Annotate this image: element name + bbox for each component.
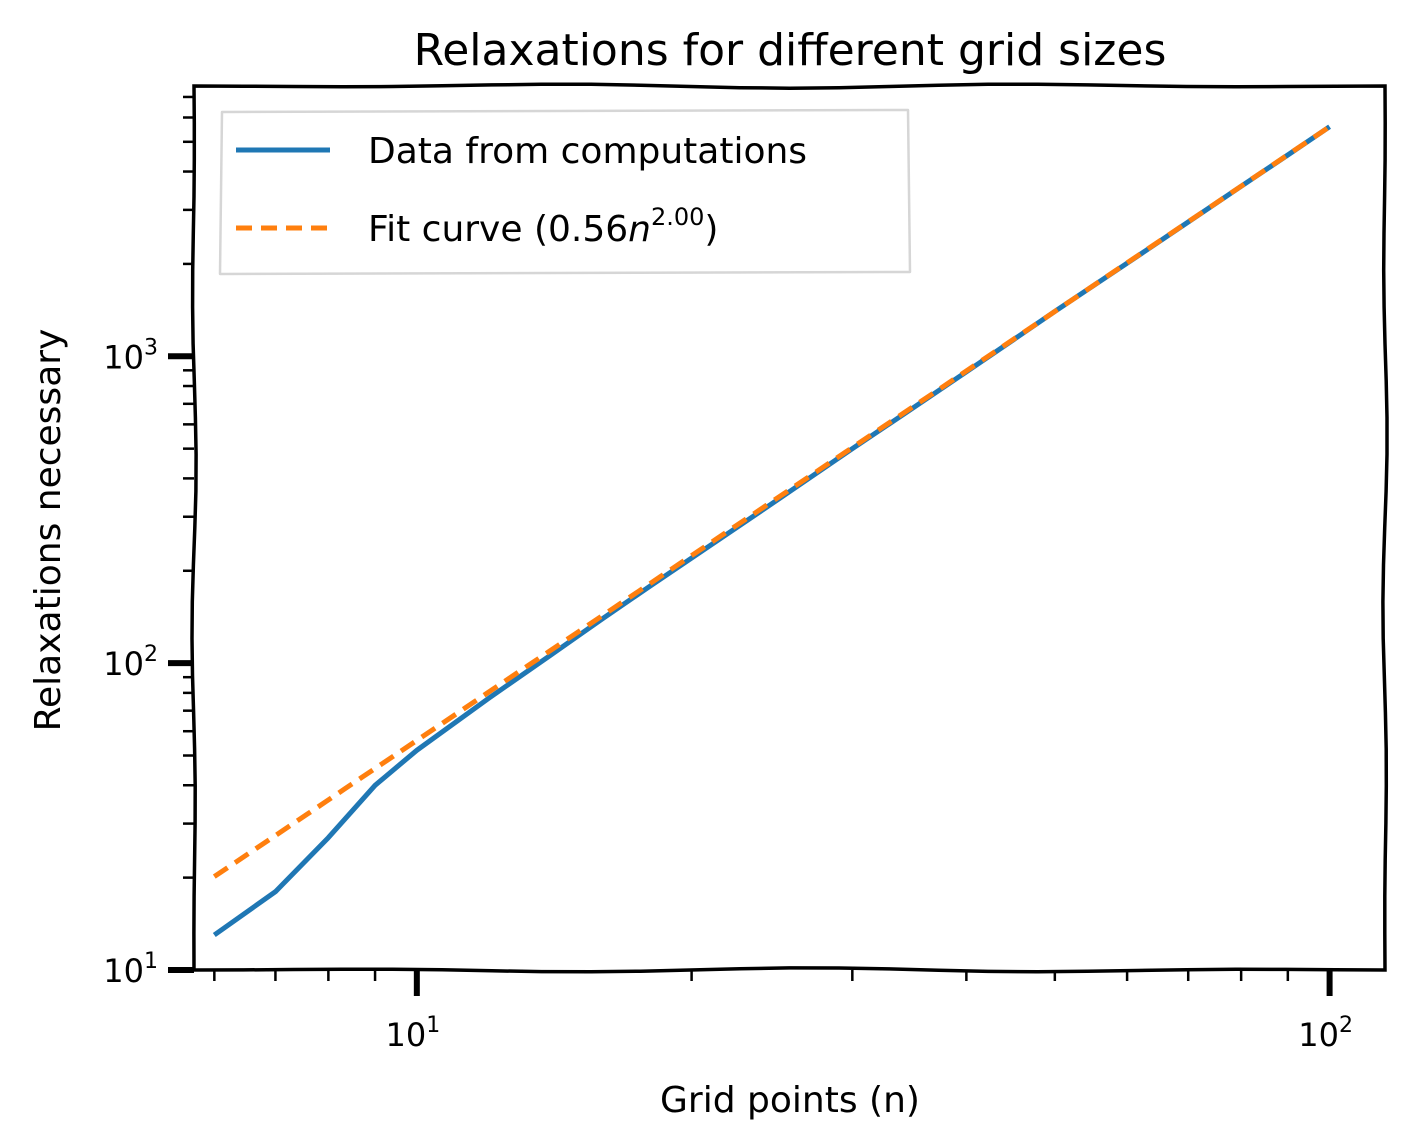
legend: Data from computations Fit curve (0.56n2… [218, 108, 912, 276]
y-axis-label: Relaxations necessary [28, 329, 69, 732]
legend-box [218, 108, 912, 276]
y-axis-ticks: 101 102 103 [103, 95, 194, 990]
plot-area: 101 102 101 102 103 [103, 82, 1389, 1054]
chart-title: Relaxations for different grid sizes [414, 25, 1167, 76]
y-tick-label: 101 [103, 949, 158, 990]
legend-label-fit: Fit curve (0.56n2.00) [368, 203, 718, 250]
legend-label-data: Data from computations [368, 131, 807, 172]
plot-frame [190, 82, 1389, 974]
x-tick-label: 102 [1298, 1013, 1353, 1054]
x-axis-ticks: 101 102 [213, 970, 1353, 1054]
y-tick-label: 102 [103, 642, 158, 683]
x-tick-label: 101 [385, 1013, 440, 1054]
y-tick-label: 103 [103, 335, 158, 376]
series-layer [212, 124, 1332, 938]
x-axis-label: Grid points (n) [660, 1080, 920, 1121]
